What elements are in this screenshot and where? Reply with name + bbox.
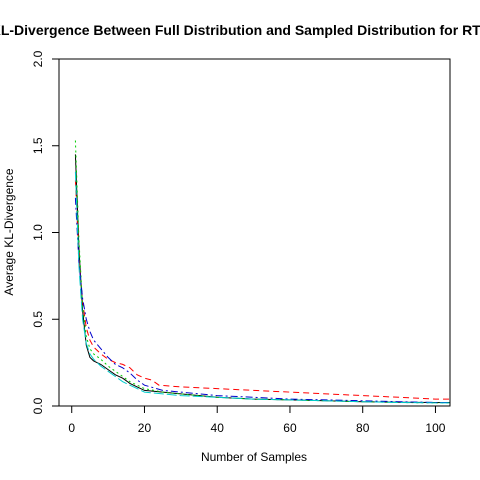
x-axis: 0 20 40 60 80 100: [68, 406, 446, 435]
x-tick-label: 100: [425, 421, 445, 435]
y-tick-label: 2.0: [31, 50, 45, 67]
chart-title: KL-Divergence Between Full Distribution …: [0, 22, 480, 38]
y-axis: 0.0 0.5 1.0 1.5 2.0: [31, 50, 59, 414]
x-tick-label: 60: [283, 421, 297, 435]
x-tick-label: 20: [138, 421, 152, 435]
y-tick-label: 1.0: [31, 224, 45, 241]
x-tick-label: 40: [211, 421, 225, 435]
y-tick-label: 0.5: [31, 311, 45, 328]
x-axis-label: Number of Samples: [201, 450, 307, 464]
series-line-4: [74, 197, 450, 403]
y-tick-label: 1.5: [31, 137, 45, 154]
y-axis-label: Average KL-Divergence: [2, 168, 16, 296]
x-tick-label: 80: [356, 421, 370, 435]
series-line-1: [74, 154, 450, 403]
plot-frame: [58, 58, 451, 407]
series-layer: [74, 140, 450, 404]
series-line-2: [74, 180, 450, 400]
series-line-3: [74, 140, 450, 404]
x-tick-label: 0: [68, 421, 75, 435]
y-tick-label: 0.0: [31, 397, 45, 414]
series-line-5: [74, 171, 450, 404]
